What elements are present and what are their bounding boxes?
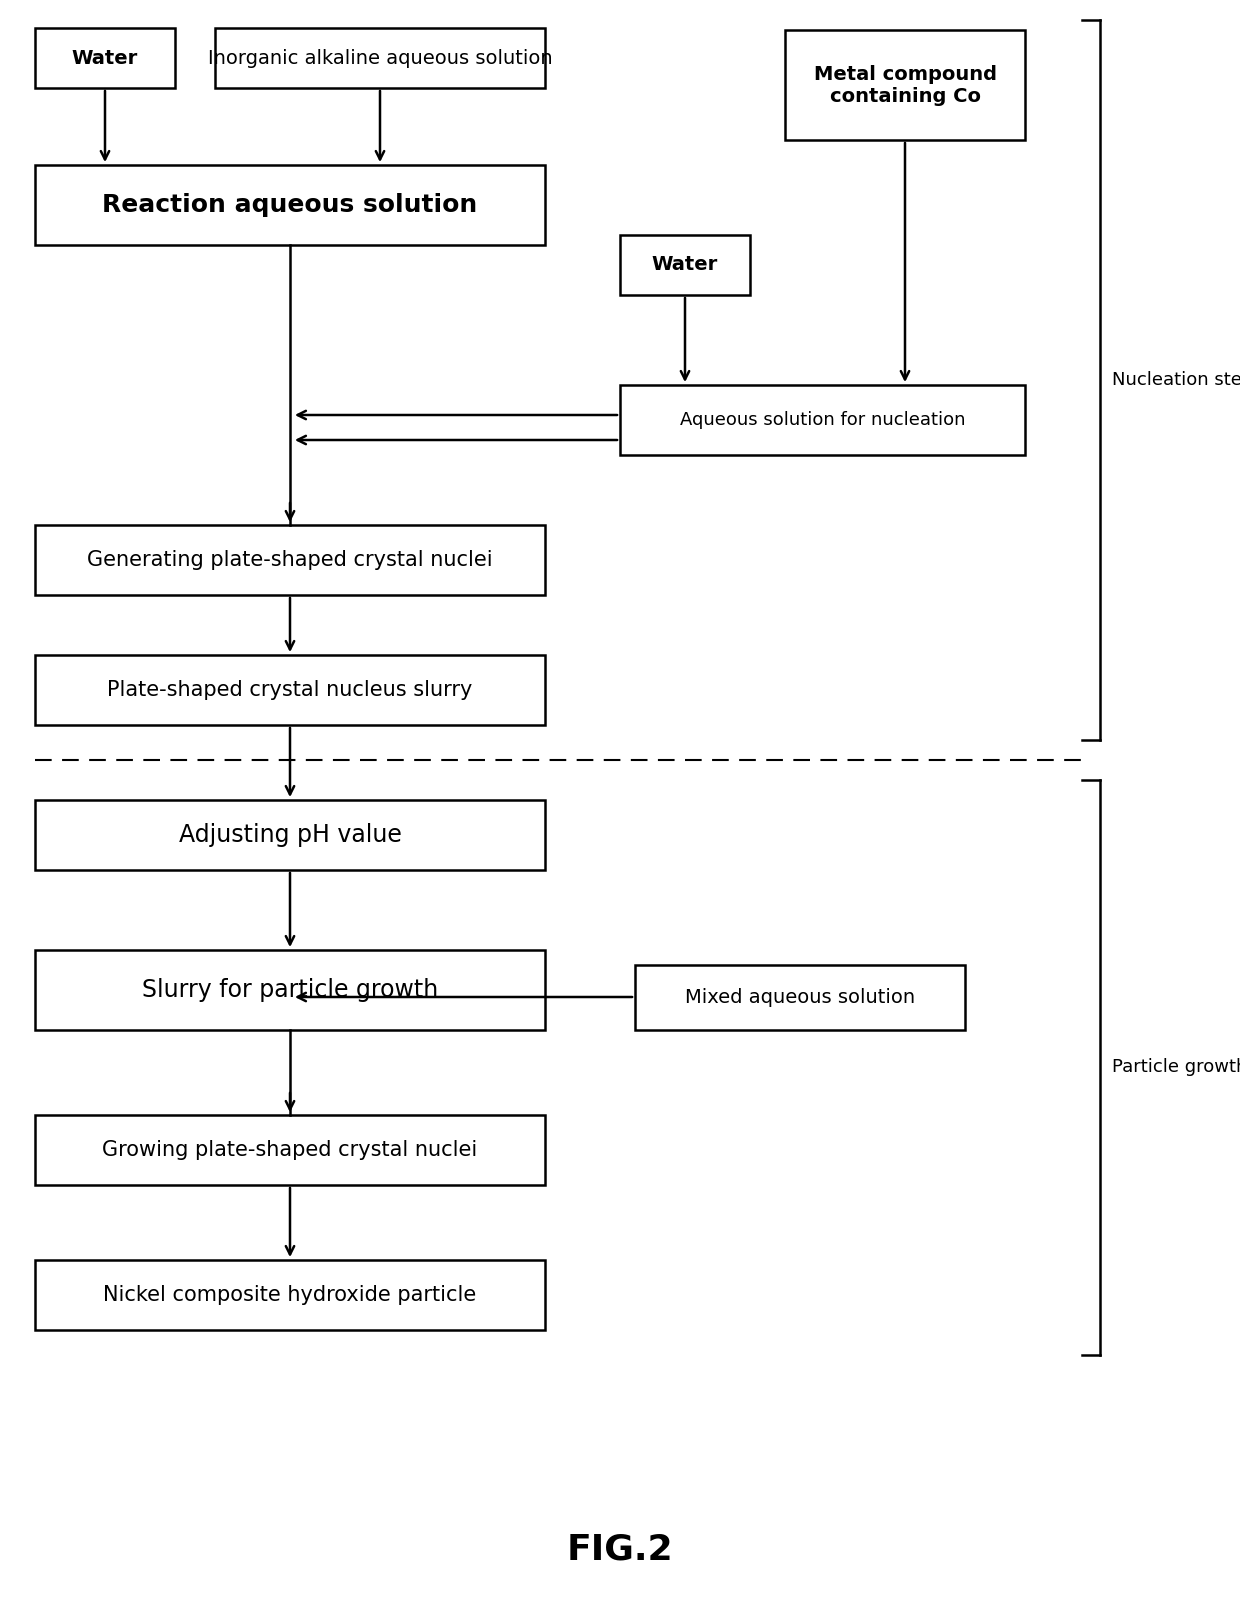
Text: FIG.2: FIG.2: [567, 1532, 673, 1568]
Text: Nickel composite hydroxide particle: Nickel composite hydroxide particle: [103, 1286, 476, 1305]
Text: Generating plate-shaped crystal nuclei: Generating plate-shaped crystal nuclei: [87, 550, 492, 571]
Bar: [35, 800, 546, 870]
Text: Aqueous solution for nucleation: Aqueous solution for nucleation: [680, 410, 965, 430]
Text: Growing plate-shaped crystal nuclei: Growing plate-shaped crystal nuclei: [103, 1140, 477, 1161]
Bar: [620, 385, 1025, 455]
Bar: [35, 27, 175, 88]
Bar: [35, 656, 546, 725]
Text: Inorganic alkaline aqueous solution: Inorganic alkaline aqueous solution: [207, 48, 552, 67]
Text: Plate-shaped crystal nucleus slurry: Plate-shaped crystal nucleus slurry: [108, 680, 472, 701]
Bar: [35, 1260, 546, 1330]
Text: Metal compound
containing Co: Metal compound containing Co: [813, 64, 997, 106]
Text: Mixed aqueous solution: Mixed aqueous solution: [684, 987, 915, 1007]
Text: Particle growth step: Particle growth step: [1112, 1058, 1240, 1077]
Text: Slurry for particle growth: Slurry for particle growth: [141, 978, 438, 1002]
Text: Reaction aqueous solution: Reaction aqueous solution: [103, 192, 477, 216]
Bar: [35, 951, 546, 1031]
Text: Nucleation step: Nucleation step: [1112, 370, 1240, 390]
Bar: [215, 27, 546, 88]
Bar: [35, 526, 546, 595]
Bar: [620, 236, 750, 295]
Text: Water: Water: [72, 48, 138, 67]
Bar: [35, 1116, 546, 1185]
Text: Water: Water: [652, 255, 718, 274]
Bar: [785, 30, 1025, 139]
Bar: [35, 165, 546, 245]
Text: Adjusting pH value: Adjusting pH value: [179, 822, 402, 846]
Bar: [635, 965, 965, 1031]
